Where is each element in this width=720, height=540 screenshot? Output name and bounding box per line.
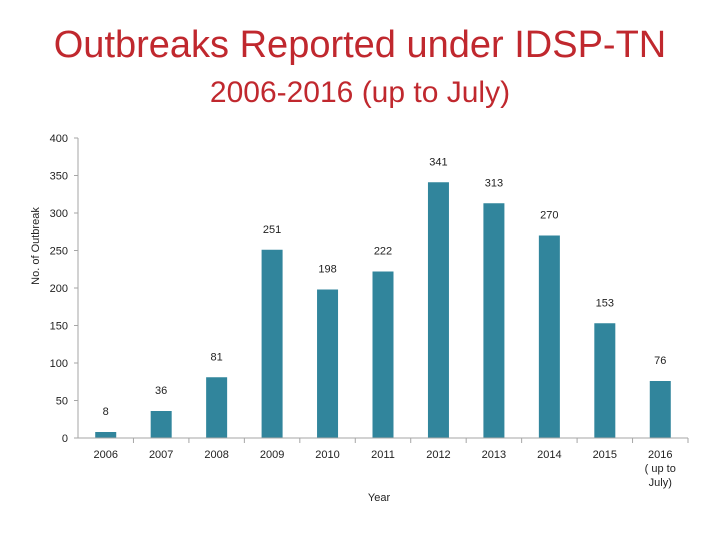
bar: [150, 411, 172, 438]
x-tick-label: ( up to: [645, 463, 676, 475]
y-tick-label: 400: [50, 133, 68, 145]
bar: [649, 381, 671, 438]
data-label: 251: [263, 224, 281, 236]
data-label: 153: [596, 297, 614, 309]
data-labels: 8 36 81 251 198 222 341 313 270 153 76: [103, 156, 667, 418]
y-tick-label: 300: [50, 208, 68, 220]
data-label: 341: [429, 156, 447, 168]
x-tick-label: 2011: [371, 449, 395, 461]
y-tick-label: 100: [50, 358, 68, 370]
x-tick-label: 2013: [482, 449, 506, 461]
data-label: 81: [211, 351, 223, 363]
bar: [372, 271, 394, 438]
data-label: 222: [374, 246, 392, 258]
bar: [427, 182, 449, 438]
x-tick-label: 2007: [149, 449, 173, 461]
bar: [261, 249, 283, 438]
x-tick-label: 2006: [93, 449, 117, 461]
y-tick-label: 50: [56, 396, 68, 408]
bar: [538, 235, 560, 438]
y-axis-label: No. of Outbreak: [30, 207, 42, 285]
data-label: 313: [485, 177, 503, 189]
bar: [594, 323, 616, 438]
y-tick-label: 350: [50, 171, 68, 183]
bar: [95, 432, 117, 438]
x-tick-label: 2008: [204, 449, 228, 461]
y-axis: 0 50 100 150 200 250 300 350 400: [50, 133, 79, 445]
y-tick-label: 250: [50, 246, 68, 258]
x-tick-label: 2012: [426, 449, 450, 461]
y-tick-label: 150: [50, 321, 68, 333]
x-tick-label: 2014: [537, 449, 561, 461]
data-label: 36: [155, 385, 167, 397]
y-tick-label: 200: [50, 283, 68, 295]
x-tick-label: 2015: [593, 449, 617, 461]
bar: [483, 203, 505, 438]
x-tick-label: 2016: [648, 449, 672, 461]
data-label: 8: [103, 406, 109, 418]
x-tick-label: July): [649, 477, 672, 489]
y-tick-label: 0: [62, 433, 68, 445]
x-tick-label: 2009: [260, 449, 284, 461]
data-label: 76: [654, 355, 666, 367]
bar: [317, 289, 339, 438]
chart-subtitle: 2006-2016 (up to July): [209, 76, 511, 109]
data-label: 270: [540, 210, 558, 222]
x-tick-label: 2010: [315, 449, 339, 461]
x-axis-label: Year: [368, 492, 391, 504]
chart-title: Outbreaks Reported under IDSP-TN: [53, 24, 667, 66]
data-label: 198: [318, 264, 336, 276]
bar: [206, 377, 228, 438]
x-axis: 2006 2007 2008 2009 2010 2011 2012 2013 2014 2015…: [78, 437, 689, 489]
bars: [95, 182, 671, 438]
